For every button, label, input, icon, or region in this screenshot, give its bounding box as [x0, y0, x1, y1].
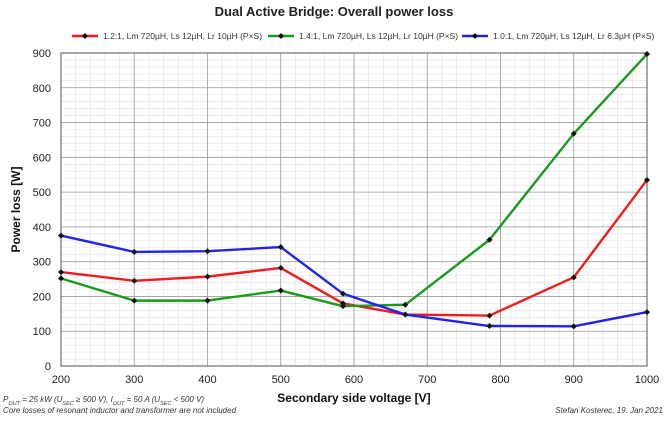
footnote-subscript: SEC: [62, 401, 73, 407]
data-point-marker: [486, 323, 493, 330]
footnote-subscript: OUT: [8, 401, 20, 407]
y-axis-ticks: 0 100 200 300 400 500 600 700 800 900: [33, 48, 51, 373]
data-point-marker: [402, 301, 409, 308]
x-tick-label: 700: [418, 374, 436, 386]
data-point-marker: [340, 303, 347, 310]
data-point-marker: [486, 236, 493, 243]
footnote-text: < 500 V): [171, 395, 204, 404]
y-axis-label: Power loss [W]: [9, 166, 23, 252]
data-point-marker: [204, 248, 211, 255]
data-point-marker: [131, 297, 138, 304]
legend-label: 1.2:1, Lm 720µH, Ls 12µH, Lr 10µH (P×S): [103, 31, 262, 41]
x-axis-ticks: 200 300 400 500 600 700 800 900 1000: [52, 374, 659, 386]
data-point-marker: [570, 130, 577, 137]
data-point-marker: [204, 297, 211, 304]
y-tick-label: 600: [33, 152, 51, 164]
x-axis-label: Secondary side voltage [V]: [277, 391, 430, 405]
x-tick-label: 800: [491, 374, 509, 386]
data-point-marker: [58, 275, 64, 282]
x-tick-label: 500: [272, 374, 290, 386]
footnote-text: = 50 A (U: [124, 395, 160, 404]
data-point-marker: [644, 309, 650, 316]
chart-title: Dual Active Bridge: Overall power loss: [215, 4, 454, 19]
y-tick-label: 200: [33, 291, 51, 303]
y-tick-label: 900: [33, 48, 51, 60]
data-point-marker: [58, 232, 64, 239]
data-point-marker: [277, 244, 284, 251]
data-point-marker: [131, 277, 138, 284]
series-3: [58, 232, 650, 330]
legend-item: 1.0:1, Lm 720µH, Ls 12µH, Lr 6.3µH (P×S): [462, 31, 655, 41]
legend-swatch-marker: [82, 33, 88, 39]
y-tick-label: 700: [33, 118, 51, 130]
y-tick-label: 800: [33, 83, 51, 95]
x-tick-label: 300: [125, 374, 143, 386]
footnote-subscript: OUT: [113, 401, 125, 407]
x-tick-label: 1000: [635, 374, 659, 386]
y-tick-label: 400: [33, 222, 51, 234]
footnote-text: P: [3, 395, 9, 404]
data-point-marker: [570, 274, 577, 281]
legend: 1.2:1, Lm 720µH, Ls 12µH, Lr 10µH (P×S) 1…: [72, 31, 655, 41]
y-tick-label: 100: [33, 326, 51, 338]
data-point-marker: [131, 248, 138, 255]
data-point-marker: [340, 290, 347, 297]
legend-label: 1.0:1, Lm 720µH, Ls 12µH, Lr 6.3µH (P×S): [493, 31, 655, 41]
legend-item: 1.4:1, Lm 720µH, Ls 12µH, Lr 10µH (P×S): [268, 31, 458, 41]
footnote-operating-point: POUT = 25 kW (USEC ≥ 500 V), IOUT = 50 A…: [3, 395, 204, 407]
data-point-marker: [570, 323, 577, 330]
x-tick-label: 200: [52, 374, 70, 386]
x-tick-label: 900: [565, 374, 583, 386]
data-point-marker: [277, 264, 284, 271]
legend-swatch-marker: [278, 33, 284, 39]
data-point-marker: [58, 269, 64, 276]
data-point-marker: [486, 312, 493, 319]
plot-frame: [60, 52, 648, 367]
data-point-marker: [644, 176, 650, 183]
y-tick-label: 0: [45, 361, 51, 373]
y-tick-label: 500: [33, 187, 51, 199]
footnote-credit: Stefan Kosterec, 19. Jan 2021: [555, 406, 663, 415]
legend-swatch-marker: [472, 33, 478, 39]
y-tick-label: 300: [33, 257, 51, 269]
data-point-marker: [644, 51, 650, 58]
legend-label: 1.4:1, Lm 720µH, Ls 12µH, Lr 10µH (P×S): [299, 31, 458, 41]
data-point-marker: [402, 311, 409, 318]
footnote-text: ≥ 500 V), I: [74, 395, 114, 404]
x-tick-label: 400: [198, 374, 216, 386]
series-2: [58, 51, 650, 310]
data-point-marker: [277, 287, 284, 294]
series-layer: [58, 51, 650, 330]
footnote-core-losses: Core losses of resonant inductor and tra…: [3, 406, 237, 415]
legend-item: 1.2:1, Lm 720µH, Ls 12µH, Lr 10µH (P×S): [72, 31, 262, 41]
data-point-marker: [204, 273, 211, 280]
x-tick-label: 600: [345, 374, 363, 386]
footnote-subscript: SEC: [160, 401, 171, 407]
footnote-text: = 25 kW (U: [20, 395, 63, 404]
